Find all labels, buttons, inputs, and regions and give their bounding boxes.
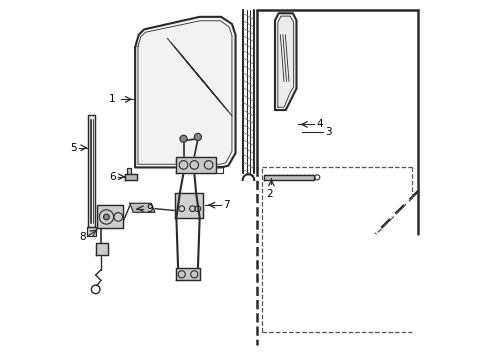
Text: 3: 3 (325, 127, 331, 136)
Text: 2: 2 (266, 189, 272, 199)
Polygon shape (264, 175, 314, 180)
Polygon shape (274, 13, 296, 110)
Text: 8: 8 (79, 232, 86, 242)
Polygon shape (88, 116, 94, 226)
Polygon shape (125, 174, 137, 180)
Text: 5: 5 (70, 143, 77, 153)
Text: 9: 9 (145, 204, 152, 214)
Polygon shape (176, 268, 199, 280)
Polygon shape (135, 17, 235, 167)
Circle shape (103, 214, 109, 220)
Text: 7: 7 (223, 200, 229, 210)
Circle shape (194, 134, 201, 140)
Polygon shape (176, 157, 215, 173)
Polygon shape (86, 226, 96, 235)
Text: 4: 4 (316, 120, 322, 129)
Polygon shape (96, 243, 107, 255)
Polygon shape (129, 203, 155, 212)
Polygon shape (174, 193, 203, 218)
Polygon shape (127, 168, 131, 174)
Text: 1: 1 (108, 94, 115, 104)
Text: 6: 6 (109, 172, 116, 182)
Polygon shape (97, 205, 122, 228)
Circle shape (180, 135, 187, 142)
